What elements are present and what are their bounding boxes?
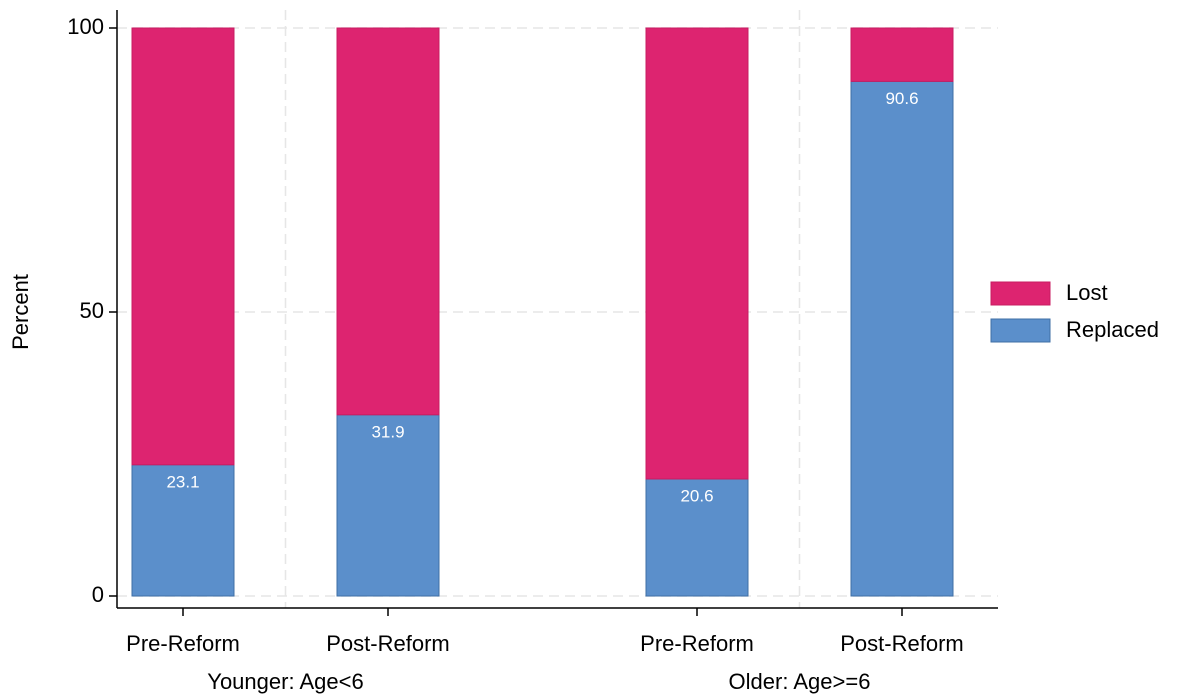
y-tick-label: 0 <box>92 582 104 607</box>
bar-segment <box>336 414 440 597</box>
legend-swatch <box>990 318 1051 343</box>
y-tick-label: 50 <box>80 298 104 323</box>
bar-segment <box>645 478 749 597</box>
value-label: 23.1 <box>166 472 199 491</box>
x-tick-label: Pre-Reform <box>126 631 240 656</box>
legend-label: Lost <box>1066 280 1108 305</box>
value-label: 90.6 <box>885 89 918 108</box>
bar-segment <box>131 464 235 597</box>
y-axis-label: Percent <box>8 274 33 350</box>
group-label: Younger: Age<6 <box>207 669 363 694</box>
bar-segment <box>850 80 954 597</box>
bar-segment <box>336 27 440 416</box>
y-tick-label: 100 <box>67 14 104 39</box>
x-tick-label: Post-Reform <box>326 631 449 656</box>
bar-segment <box>645 27 749 480</box>
value-label: 31.9 <box>371 422 404 441</box>
x-tick-label: Post-Reform <box>840 631 963 656</box>
legend-swatch <box>990 281 1051 306</box>
x-tick-label: Pre-Reform <box>640 631 754 656</box>
group-label: Older: Age>=6 <box>729 669 871 694</box>
legend-label: Replaced <box>1066 317 1159 342</box>
bar-segment <box>850 27 954 82</box>
value-label: 20.6 <box>680 486 713 505</box>
bar-segment <box>131 27 235 466</box>
